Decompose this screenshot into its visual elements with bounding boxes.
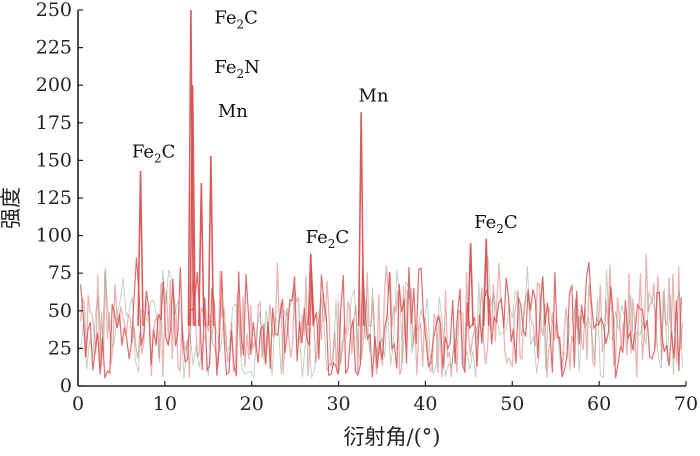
x-tick-label: 20 <box>240 393 264 415</box>
peak-label-subscript: 2 <box>496 222 504 236</box>
ticks: 0 10 20 30 40 50 60 700255075100125150175200225… <box>36 0 698 415</box>
peak-label-suffix: N <box>244 57 260 78</box>
x-tick-label: 60 <box>587 393 611 415</box>
peak-line <box>198 182 205 326</box>
peak-line <box>189 85 196 326</box>
peak-label-subscript: 2 <box>154 151 162 165</box>
x-tick-label: 50 <box>500 393 524 415</box>
peak-label-subscript: 2 <box>328 237 336 251</box>
peak-label: Fe2C <box>474 212 518 236</box>
peak-line <box>137 170 144 326</box>
peak-line <box>482 238 490 326</box>
x-axis-title: 衍射角/(°) <box>344 425 441 449</box>
peak-label: Fe2C <box>306 227 350 251</box>
y-tick-label: 225 <box>36 37 72 59</box>
peak-label-element: Fe <box>306 227 328 248</box>
peak-label-suffix: C <box>162 141 176 162</box>
peak-line <box>187 9 195 326</box>
series-trace-light <box>79 253 684 378</box>
peak-label-suffix: C <box>244 8 258 29</box>
peak-label-element: Fe <box>214 8 236 29</box>
y-tick-label: 75 <box>48 262 72 284</box>
y-tick-label: 100 <box>36 225 72 247</box>
peak-label: Fe2C <box>132 141 176 165</box>
peak-label-subscript: 2 <box>237 67 245 81</box>
y-tick-label: 50 <box>48 300 72 322</box>
peak-label: Mn <box>218 101 248 122</box>
peak-label: Mn <box>359 86 389 107</box>
y-tick-label: 250 <box>36 0 72 21</box>
series-trace-red <box>80 257 682 379</box>
peak-label-suffix: C <box>335 227 349 248</box>
peak-label-element: Fe <box>214 57 236 78</box>
peak-label-suffix: C <box>504 212 518 233</box>
peak-line <box>207 155 215 326</box>
x-tick-label: 30 <box>326 393 350 415</box>
peak-label-element: Mn <box>359 86 389 107</box>
y-tick-label: 25 <box>48 337 72 359</box>
peak-label-element: Fe <box>474 212 496 233</box>
peak-label-element: Fe <box>132 141 154 162</box>
peak-label: Fe2N <box>214 57 260 81</box>
x-tick-label: 40 <box>413 393 437 415</box>
x-tick-label: 70 <box>674 393 698 415</box>
y-tick-label: 0 <box>60 375 72 397</box>
y-tick-label: 150 <box>36 149 72 171</box>
x-tick-label: 0 <box>72 393 84 415</box>
peak-line <box>307 253 315 326</box>
peak-label-element: Mn <box>218 101 248 122</box>
y-tick-label: 175 <box>36 112 72 134</box>
peak-label-subscript: 2 <box>237 18 245 32</box>
xrd-series <box>79 9 684 380</box>
y-tick-label: 125 <box>36 187 72 209</box>
peak-line <box>467 243 474 326</box>
peak-line <box>357 112 365 326</box>
x-tick-label: 10 <box>153 393 177 415</box>
peak-label: Fe2C <box>214 8 258 32</box>
y-axis-title: 强度 <box>0 187 23 229</box>
y-tick-label: 200 <box>36 74 72 96</box>
